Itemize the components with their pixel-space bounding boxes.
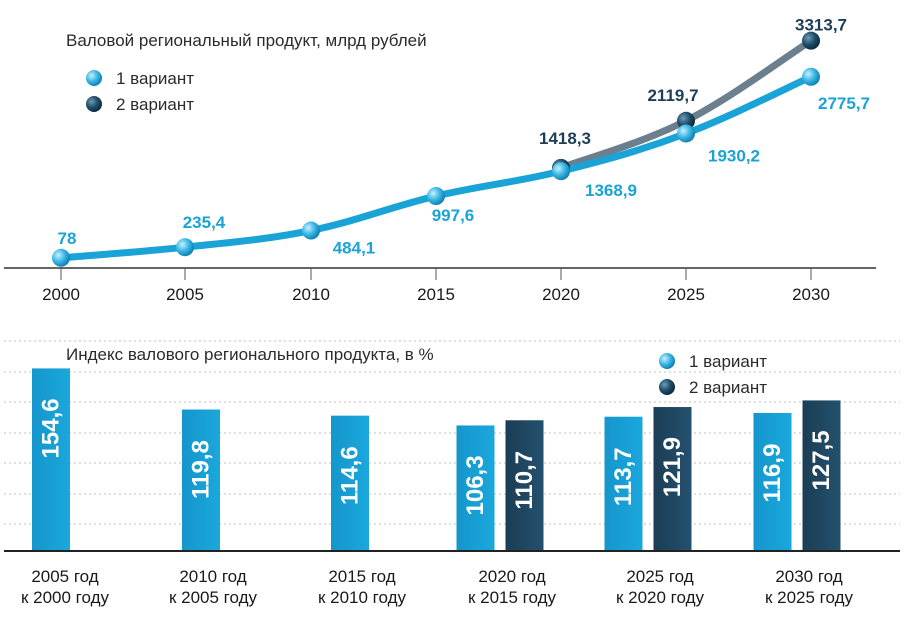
data-label-variant-1: 235,4	[183, 213, 226, 232]
x-tick-label: 2020	[542, 285, 580, 304]
bar-variant-1	[753, 412, 792, 551]
category-label-line-2: к 2025 году	[765, 588, 854, 607]
category-label-line-2: к 2015 году	[468, 588, 557, 607]
bar-legend: 1 вариант 2 вариант	[659, 352, 767, 397]
bar-label-variant-2: 121,9	[659, 437, 686, 497]
line-legend-marker-1	[86, 70, 102, 86]
data-label-variant-1: 1368,9	[585, 181, 637, 200]
bar-legend-label-2: 2 вариант	[689, 378, 767, 397]
line-chart-data-labels: 78 235,4 484,1 997,6 1368,9 1930,2 2775,7 1418,…	[58, 16, 870, 258]
bar-label-variant-2: 127,5	[808, 430, 835, 490]
point-variant-1	[802, 67, 820, 86]
bar-label-variant-1: 119,8	[187, 440, 214, 499]
bar-variant-2	[802, 400, 841, 551]
bar-variant-2	[653, 407, 692, 551]
category-label-line-1: 2010 год	[179, 567, 246, 586]
bar-chart-categories: 2005 год к 2000 году 2010 год к 2005 году 20…	[21, 567, 854, 607]
point-variant-1	[176, 238, 194, 257]
category-label-line-2: к 2000 году	[21, 588, 110, 607]
point-variant-1	[677, 124, 695, 143]
bar-chart-title: Индекс валового регионального продукта, …	[66, 345, 434, 364]
x-tick-label: 2015	[417, 285, 455, 304]
point-variant-1	[552, 162, 570, 181]
bar-variant-1	[604, 416, 643, 551]
bar-chart-bars: 154,6 119,8 114,6 106,3 110,7 113,7 121,9 116,9…	[32, 368, 841, 551]
category-label-line-1: 2025 год	[626, 567, 693, 586]
line-chart-x-ticks: 2000 2005 2010 2015 2020 2025 2030	[42, 285, 830, 304]
category-label-line-1: 2005 год	[31, 567, 98, 586]
x-tick-label: 2025	[667, 285, 705, 304]
data-label-variant-2: 3313,7	[795, 16, 847, 35]
bar-chart-gridlines	[4, 340, 900, 525]
x-tick-label: 2010	[292, 285, 330, 304]
bar-variant-1	[32, 368, 70, 551]
x-tick-label: 2000	[42, 285, 80, 304]
category-label-line-1: 2030 год	[775, 567, 842, 586]
x-tick-label: 2005	[166, 285, 204, 304]
category-label-line-1: 2020 год	[478, 567, 545, 586]
point-variant-1	[52, 248, 70, 267]
bar-variant-2	[505, 420, 544, 551]
bar-label-variant-1: 106,3	[462, 455, 489, 515]
point-variant-2	[802, 31, 820, 50]
point-variant-1	[427, 187, 445, 206]
data-label-variant-1: 1930,2	[708, 146, 760, 165]
category-label-line-1: 2015 год	[328, 567, 395, 586]
line-chart-points	[52, 31, 820, 267]
bar-variant-1	[182, 409, 220, 551]
data-label-variant-1: 484,1	[333, 239, 376, 258]
line-chart-gridlines	[60, 268, 812, 280]
data-label-variant-1: 997,6	[432, 206, 475, 225]
x-tick-label: 2030	[792, 285, 830, 304]
line-legend-label-1: 1 вариант	[116, 69, 194, 88]
line-legend: 1 вариант 2 вариант	[86, 69, 194, 114]
data-label-variant-1: 2775,7	[818, 94, 870, 113]
bar-legend-marker-1	[659, 353, 675, 369]
category-label-line-2: к 2020 году	[616, 588, 705, 607]
line-legend-label-2: 2 вариант	[116, 95, 194, 114]
category-label-line-2: к 2010 году	[318, 588, 407, 607]
bar-label-variant-2: 110,7	[511, 451, 538, 510]
point-variant-1	[302, 221, 320, 240]
point-variant-2	[677, 111, 695, 130]
line-chart-title: Валовой региональный продукт, млрд рубле…	[66, 31, 427, 50]
bar-variant-1	[331, 415, 369, 551]
category-label-line-2: к 2005 году	[169, 588, 258, 607]
data-label-variant-1: 78	[58, 229, 77, 248]
bar-legend-label-1: 1 вариант	[689, 352, 767, 371]
line-legend-marker-2	[86, 96, 102, 112]
bar-label-variant-1: 154,6	[37, 398, 64, 458]
bar-label-variant-1: 116,9	[759, 444, 786, 503]
bar-label-variant-1: 113,7	[610, 447, 637, 506]
bar-legend-marker-2	[659, 379, 675, 395]
bar-variant-1	[456, 425, 495, 551]
data-label-variant-2: 1418,3	[539, 129, 591, 148]
data-label-variant-2: 2119,7	[647, 86, 698, 105]
bar-label-variant-1: 114,6	[336, 446, 363, 505]
